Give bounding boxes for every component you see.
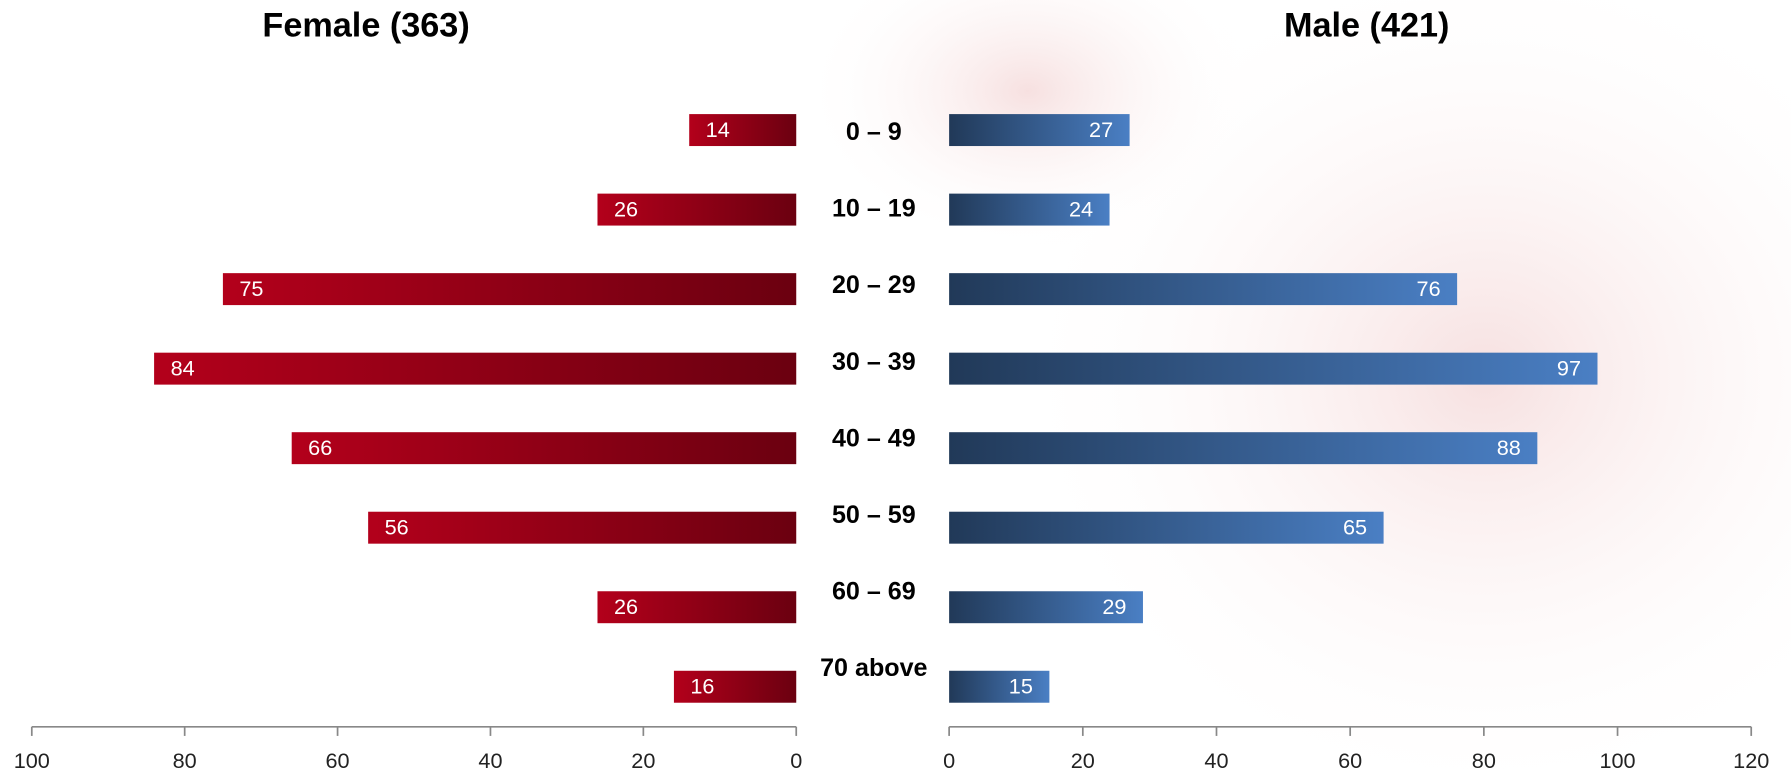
bar [368,511,797,544]
x-tick-label: 60 [326,748,350,773]
x-tick-label: 100 [1599,748,1635,773]
x-tick-label: 80 [173,748,197,773]
data-label: 84 [171,356,195,381]
bar [949,193,1110,226]
category-label: 50 – 59 [832,501,916,529]
category-label: 0 – 9 [846,118,902,146]
x-tick-label: 40 [1204,748,1228,773]
bar [597,193,797,226]
data-label: 27 [1089,117,1113,142]
x-tick-label: 120 [1733,748,1769,773]
category-label: 20 – 29 [832,271,916,299]
bar [689,114,797,147]
x-tick-label: 0 [790,748,802,773]
data-label: 29 [1102,594,1126,619]
data-label: 75 [239,276,263,301]
category-label: 60 – 69 [832,577,916,605]
data-label: 56 [385,515,409,540]
x-tick-label: 20 [631,748,655,773]
bar [949,114,1130,147]
bar [949,591,1143,624]
data-label: 88 [1497,435,1521,460]
bar [154,352,797,385]
bar [673,670,797,703]
x-tick-label: 100 [14,748,50,773]
bar [949,670,1050,703]
data-label: 26 [614,594,638,619]
x-tick-label: 40 [478,748,502,773]
bar [222,273,797,306]
bar [949,511,1384,544]
chart-title: Female (363) [262,6,469,44]
data-label: 24 [1069,196,1093,221]
data-label: 15 [1009,674,1033,699]
data-label: 65 [1343,515,1367,540]
x-tick-label: 0 [943,748,955,773]
category-label: 30 – 39 [832,348,916,376]
category-label: 40 – 49 [832,424,916,452]
bar [597,591,797,624]
x-tick-label: 80 [1472,748,1496,773]
bar [949,352,1598,385]
data-label: 66 [308,435,332,460]
bar [949,432,1538,465]
chart-title: Male (421) [1284,6,1449,44]
category-label: 70 above [820,654,927,682]
data-label: 76 [1417,276,1441,301]
data-label: 14 [706,117,730,142]
x-tick-label: 60 [1338,748,1362,773]
x-tick-label: 20 [1071,748,1095,773]
bar [949,273,1458,306]
data-label: 16 [690,674,714,699]
bar [291,432,797,465]
data-label: 26 [614,196,638,221]
data-label: 97 [1557,356,1581,381]
category-label: 10 – 19 [832,195,916,223]
